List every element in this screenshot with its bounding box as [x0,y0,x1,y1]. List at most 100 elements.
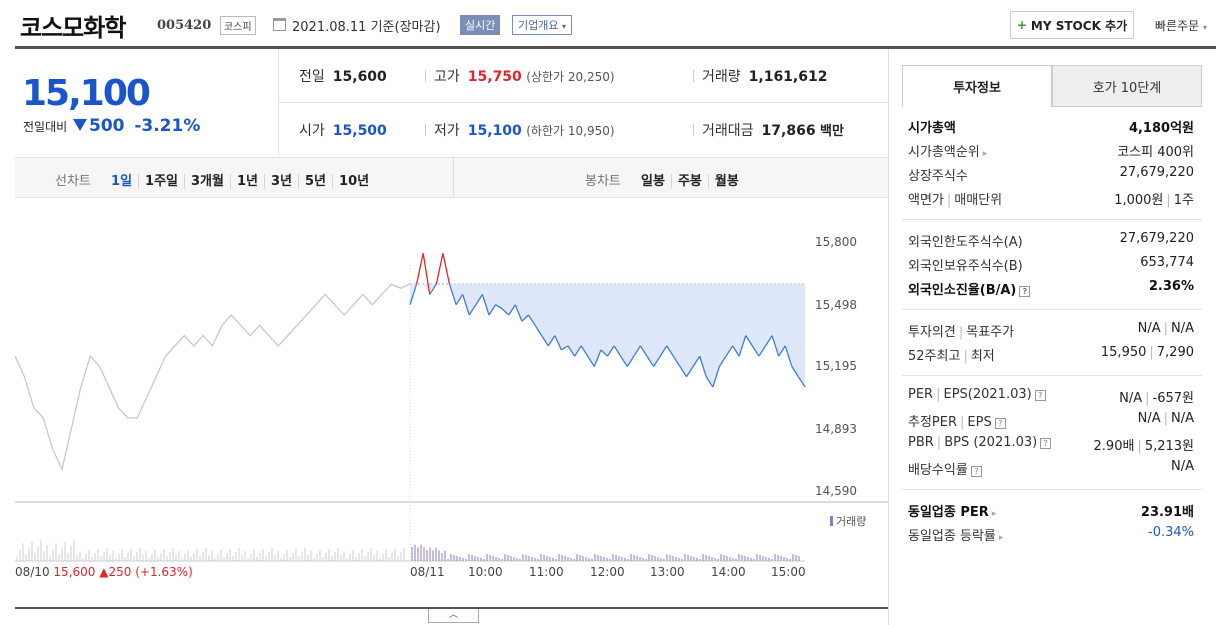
up-arrow-icon: ▲ [99,565,109,579]
low-label: 최저 [970,349,995,364]
chart-bottom-divider [15,607,888,609]
section-divider [902,489,1202,490]
today-price-segment [646,355,655,367]
stock-code: 005420 [157,18,212,33]
help-icon[interactable]: ? [970,466,982,477]
header-divider [15,46,1216,49]
info-value: N/A | N/A [1138,321,1194,336]
today-price-segment [666,345,674,357]
help-icon[interactable]: ? [1034,390,1046,401]
info-value: N/A [1171,459,1194,474]
today-price-segment [475,294,483,306]
change-amount: 500 [89,116,125,136]
info-value: 2.90배 | 5,213원 [1094,435,1194,454]
collapse-toggle[interactable]: ︿ [428,609,479,623]
prev-close: 15,600 [53,565,96,579]
pbr-label: PBR [908,435,934,450]
today-price-segment [771,335,780,357]
candle-daily[interactable]: 일봉 [641,174,665,189]
period-3m[interactable]: 3개월 [184,174,230,189]
x-tick-label: 12:00 [590,565,625,579]
quick-order-button[interactable]: 빠른주문 ▾ [1155,17,1207,34]
period-1d[interactable]: 1일 [111,174,133,189]
x-tick-prev-day: 08/10 15,600 ▲250 (+1.63%) [15,565,193,579]
today-price-segment [672,355,681,367]
stat-label: 전일 [299,69,325,85]
bps-value: 5,213원 [1144,439,1194,454]
help-icon[interactable]: ? [1019,286,1031,297]
today-price-segment [514,304,523,322]
period-5y[interactable]: 5년 [298,174,333,189]
divider: | [1145,391,1150,406]
candle-weekly[interactable]: 주봉 [670,174,708,189]
add-mystock-button[interactable]: + MY STOCK 추가 [1010,11,1134,39]
stat-unit: 백만 [820,124,844,139]
today-price-segment [679,366,688,378]
info-value: 15,950 | 7,290 [1101,345,1194,360]
help-icon[interactable]: ? [994,418,1006,429]
info-row-industry-per[interactable]: 동일업종 PER ▸ 23.91배 [908,501,1194,524]
today-price-segment [797,376,806,388]
tab-order-book[interactable]: 호가 10단계 [1052,65,1202,107]
info-row-face-value: 액면가 | 매매단위 1,000원 | 1주 [908,189,1194,212]
chart-canvas [15,253,888,562]
eps-value: -657원 [1152,391,1194,406]
chevron-up-icon: ︿ [448,610,458,620]
candle-monthly[interactable]: 월봉 [707,174,745,189]
today-price-segment [659,345,668,357]
prev-day-summary: 15,600 ▲250 (+1.63%) [53,565,192,579]
today-price-segment [633,345,641,357]
stat-label: 거래대금 [702,123,754,139]
info-value: 2.36% [1148,279,1194,294]
today-price-segment [567,345,576,357]
x-tick-label: 11:00 [529,565,564,579]
opinion-value: N/A [1137,321,1161,336]
today-price-segment [574,345,582,357]
price-change: 전일대비 500 -3.21% [23,116,200,136]
target-label: 목표주가 [966,325,1015,340]
today-price-segment [600,349,608,357]
period-10y[interactable]: 10년 [332,174,376,189]
info-label: 외국인보유주식수(B) [908,259,1023,274]
today-price-segment [554,335,563,351]
period-1w[interactable]: 1주일 [138,174,185,189]
info-row-shares: 상장주식수 27,679,220 [908,165,1194,188]
chevron-right-icon: ▸ [991,509,997,519]
stock-header: 코스모화학 005420 코스피 2021.08.11 기준(장마감) 실시간 … [0,0,1219,50]
panel-divider [888,49,889,625]
today-price-segment [442,253,451,285]
opinion-label: 투자의견 [908,325,956,340]
today-price-segment [732,345,740,357]
rank-label: 시가총액순위 [908,145,980,160]
period-1y[interactable]: 1년 [229,174,264,189]
stats-row: 전일 15,600 고가 15,750 (상한가 20,250) 거래량 1,161,… [279,49,889,102]
today-price-segment [541,335,549,347]
info-label: PBR | BPS (2021.03)? [908,435,1052,450]
stat-volume: 거래량 1,161,612 [693,66,827,86]
info-row-rank[interactable]: 시가총액순위 ▸ 코스피 400위 [908,141,1194,164]
dividend-label: 배당수익률 [908,463,968,478]
today-price-segment [593,349,602,367]
help-icon[interactable]: ? [1040,438,1052,449]
today-price-segment [791,366,799,378]
info-label: 외국인한도주식수(A) [908,235,1023,250]
x-tick-label: 14:00 [711,565,746,579]
pbr-value: 2.90배 [1093,439,1135,454]
info-row-industry-rate[interactable]: 동일업종 등락률 ▸ -0.34% [908,525,1194,548]
price-chart[interactable]: 15,800 15,498 15,195 14,893 14,590 거래량 0… [15,225,888,585]
info-value: 653,774 [1140,255,1194,270]
company-overview-dropdown[interactable]: 기업개요 ▾ [512,15,572,35]
tab-investment-info[interactable]: 투자정보 [902,65,1052,107]
est-eps-label: EPS [967,415,992,430]
divider: | [1163,411,1168,426]
today-price-segment [488,304,497,316]
stat-amount: 거래대금 17,866 백만 [693,120,844,140]
info-row-52w: 52주최고 | 최저 15,950 | 7,290 [908,345,1194,368]
change-label: 전일대비 [23,120,68,134]
realtime-button[interactable]: 실시간 [460,15,501,35]
today-price-segment [685,366,694,378]
info-row-opinion: 투자의견 | 목표주가 N/A | N/A [908,321,1194,344]
chevron-down-icon: ▾ [561,22,566,31]
today-price-segment [745,335,753,347]
period-3y[interactable]: 3년 [264,174,299,189]
